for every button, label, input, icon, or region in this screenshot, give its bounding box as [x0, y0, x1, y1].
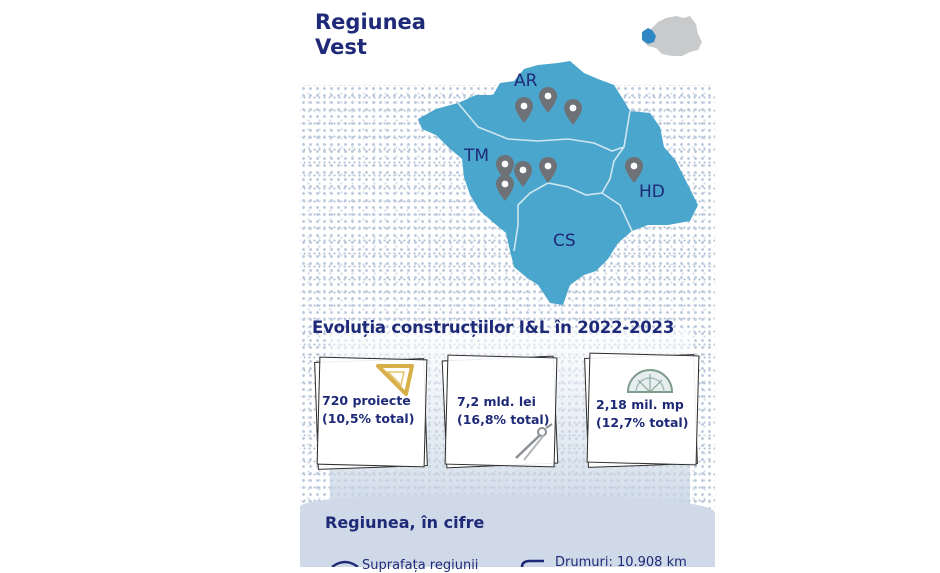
region-highlight — [642, 28, 656, 44]
card-value-line2: (10,5% total) — [322, 411, 415, 426]
map-pin-icon — [564, 99, 582, 125]
card-value: 7,2 mld. lei (16,8% total) — [457, 393, 549, 429]
stat-card-projects: 720 proiecte (10,5% total) — [314, 354, 432, 472]
county-border-ar-tm — [457, 102, 631, 152]
county-label-ar: AR — [514, 71, 538, 91]
map-pin-icon — [539, 157, 557, 183]
page-title: Regiunea Vest — [315, 10, 475, 60]
county-border-hd — [600, 146, 633, 232]
area-icon — [331, 560, 359, 567]
region-map: AR TM HD CS — [418, 61, 698, 305]
map-pin-icon — [496, 175, 514, 201]
compass-icon — [515, 423, 553, 461]
figures-title: Regiunea, în cifre — [325, 513, 485, 532]
card-value-line1: 2,18 mil. mp — [596, 397, 684, 412]
map-pin-icon — [514, 161, 532, 187]
card-value-line2: (12,7% total) — [596, 415, 689, 430]
page-title-line1: Regiunea — [315, 10, 426, 34]
romania-locator-map — [642, 16, 702, 56]
stat-card-value: 7,2 mld. lei (16,8% total) — [440, 352, 562, 472]
county-label-tm: TM — [463, 146, 489, 166]
stat-roads: Drumuri: 10.908 km — [555, 555, 687, 570]
card-value-line2: (16,8% total) — [457, 412, 550, 427]
page-title-line2: Vest — [315, 35, 367, 59]
map-pin-icon — [539, 87, 557, 113]
county-label-cs: CS — [553, 231, 576, 251]
map-pin-icon — [496, 155, 514, 181]
protractor-icon — [626, 369, 674, 393]
stat-area: Suprafața regiunii — [362, 558, 479, 573]
county-border-cs — [513, 182, 603, 252]
card-value: 720 proiecte (10,5% total) — [322, 392, 414, 428]
bottom-band — [300, 495, 715, 567]
card-value-line1: 7,2 mld. lei — [457, 394, 536, 409]
road-icon — [520, 559, 544, 567]
romania-outline — [642, 16, 702, 56]
map-pin-icon — [515, 97, 533, 123]
stat-card-area: 2,18 mil. mp (12,7% total) — [582, 350, 702, 472]
set-square-icon — [376, 364, 414, 396]
map-pin-icon — [625, 157, 643, 183]
card-value-line1: 720 proiecte — [322, 393, 411, 408]
county-label-hd: HD — [639, 182, 665, 202]
location-pins — [496, 87, 643, 201]
evolution-title: Evoluția construcțiilor I&L în 2022-2023 — [312, 318, 675, 337]
card-value: 2,18 mil. mp (12,7% total) — [596, 396, 688, 432]
